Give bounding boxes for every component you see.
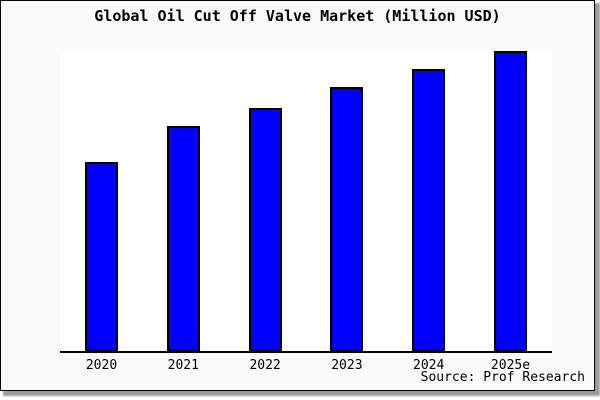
- bar-fill: [85, 162, 118, 351]
- bar-fill: [493, 51, 527, 351]
- bars: 2020 2021 2022 2023 2024 2025e: [60, 51, 552, 373]
- chart-frame: Global Oil Cut Off Valve Market (Million…: [0, 0, 595, 391]
- bar-fill: [248, 108, 282, 351]
- bar-2024: 2024: [412, 69, 446, 373]
- x-tick-label: 2024: [413, 358, 445, 373]
- bar-2022: 2022: [248, 108, 282, 373]
- bar-fill: [412, 69, 446, 351]
- bar-fill: [166, 126, 200, 351]
- bar-2023: 2023: [330, 87, 364, 373]
- x-tick-label: 2023: [331, 358, 363, 373]
- plot-area: 2020 2021 2022 2023 2024 2025e: [60, 51, 552, 373]
- bar-2021: 2021: [166, 126, 200, 373]
- x-tick-label: 2020: [85, 358, 118, 373]
- bar-2025e: 2025e: [491, 51, 530, 373]
- x-tick-label: 2025e: [490, 358, 531, 373]
- x-tick-label: 2022: [249, 358, 281, 373]
- bar-2020: 2020: [85, 162, 118, 373]
- x-tick-label: 2021: [167, 358, 199, 373]
- source-text: Source: Prof Research: [420, 370, 585, 385]
- chart-title: Global Oil Cut Off Valve Market (Million…: [94, 7, 501, 25]
- bar-fill: [330, 87, 364, 351]
